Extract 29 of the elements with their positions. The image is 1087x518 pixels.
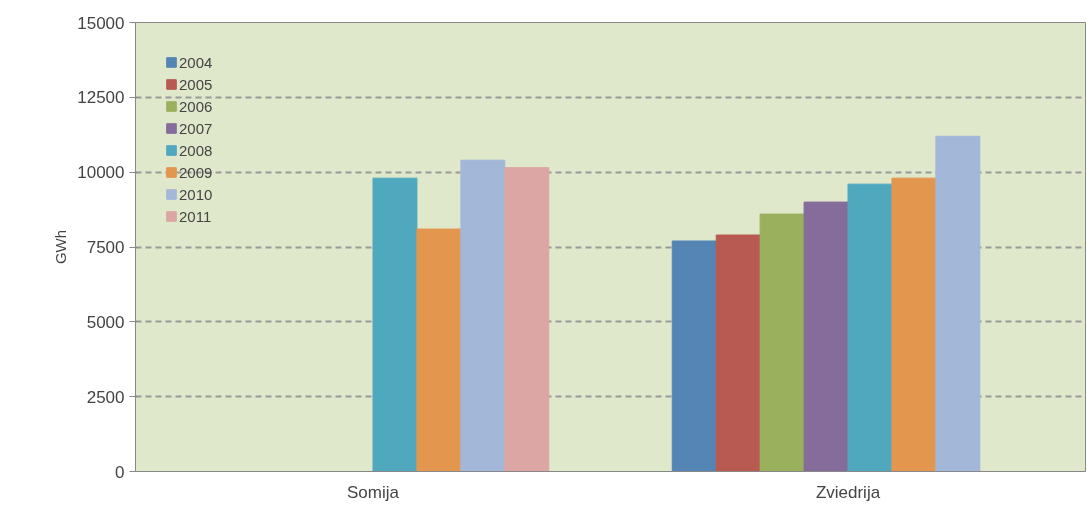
y-tick-label: 0 [115,462,125,482]
bar [803,201,849,472]
bar [715,234,761,472]
bar [372,177,418,472]
legend-label: 2011 [179,206,212,226]
y-tick-label: 7500 [86,238,125,257]
y-tick-label: 5000 [86,312,125,332]
y-tick-label: 10000 [77,163,125,183]
legend-label: 2006 [179,96,213,116]
bar [504,167,550,472]
bar [935,135,981,472]
y-tick-label: 12500 [77,88,125,108]
legend-label: 2004 [179,52,213,72]
bar [416,228,462,472]
legend-label: 2010 [179,184,213,204]
x-tick-label: Somija [347,482,400,502]
y-tick-label: 2500 [86,387,125,407]
bar [460,159,506,472]
y-tick-label: 15000 [77,13,125,33]
legend-label: 2008 [179,140,213,160]
bar [671,240,717,472]
bar [847,183,893,472]
legend-label: 2005 [179,74,213,94]
legend-label: 2007 [179,118,213,138]
bar [759,213,805,472]
x-tick-label: Zviedrija [815,482,881,502]
bar [891,177,937,472]
legend-label: 2009 [179,162,213,182]
y-axis-title: GWh [52,229,70,265]
